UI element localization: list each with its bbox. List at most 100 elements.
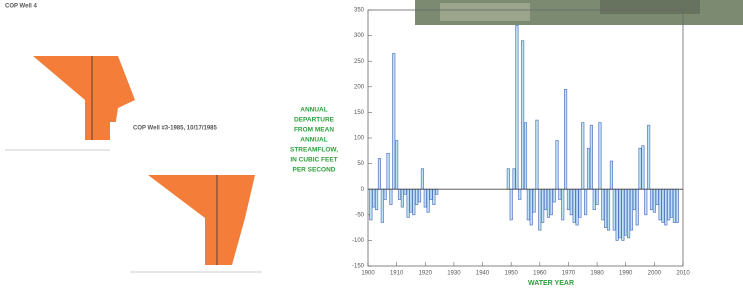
y-axis-label: PER SECOND xyxy=(293,167,336,174)
x-tick-label: 1940 xyxy=(476,271,490,277)
y-tick-label: 0 xyxy=(361,187,365,193)
bar xyxy=(539,189,541,230)
bar xyxy=(373,189,375,207)
diagram-title: COP Well 4 xyxy=(5,4,37,10)
y-axis-label: FROM MEAN xyxy=(294,127,334,134)
bar xyxy=(627,189,629,238)
bar xyxy=(507,169,509,189)
bar xyxy=(378,158,380,189)
bar xyxy=(619,189,621,238)
bar xyxy=(375,189,377,209)
bar xyxy=(593,189,595,209)
bar xyxy=(582,123,584,190)
bar xyxy=(393,54,395,190)
bar xyxy=(430,189,432,199)
bar xyxy=(544,189,546,209)
y-tick-label: 200 xyxy=(354,84,365,90)
y-tick-label: 250 xyxy=(354,59,365,65)
bar xyxy=(381,189,383,222)
y-axis-label: ANNUAL xyxy=(300,137,327,144)
bar xyxy=(622,189,624,240)
y-axis-label: IN CUBIC FEET xyxy=(290,157,337,164)
bar xyxy=(519,189,521,199)
x-tick-label: 1910 xyxy=(390,271,404,277)
bar xyxy=(576,189,578,225)
bar xyxy=(676,189,678,222)
x-tick-label: 2010 xyxy=(676,271,690,277)
bar xyxy=(424,189,426,207)
x-tick-label: 1920 xyxy=(419,271,433,277)
y-tick-label: 150 xyxy=(354,110,365,116)
bar xyxy=(384,189,386,199)
bar xyxy=(536,120,538,189)
bar xyxy=(645,189,647,215)
bar xyxy=(436,189,438,194)
bar xyxy=(413,189,415,215)
bar xyxy=(530,189,532,225)
bar xyxy=(510,189,512,220)
bar xyxy=(642,146,644,190)
bar xyxy=(521,41,523,189)
bar xyxy=(656,189,658,204)
bar xyxy=(596,189,598,204)
bar xyxy=(387,153,389,189)
bar xyxy=(415,189,417,204)
bar xyxy=(607,189,609,230)
bar xyxy=(541,189,543,222)
bar xyxy=(636,189,638,225)
x-tick-label: 1900 xyxy=(361,271,375,277)
bar xyxy=(602,189,604,220)
bar xyxy=(401,189,403,207)
x-tick-label: 1970 xyxy=(562,271,576,277)
bar xyxy=(587,148,589,189)
bar xyxy=(659,189,661,220)
bar xyxy=(427,189,429,212)
y-tick-label: 350 xyxy=(354,8,365,14)
bar xyxy=(559,189,561,199)
bar xyxy=(553,189,555,202)
bar xyxy=(564,89,566,189)
bar xyxy=(533,189,535,212)
bar xyxy=(395,141,397,190)
bar xyxy=(556,141,558,190)
bar xyxy=(604,189,606,227)
bar xyxy=(421,169,423,189)
bar xyxy=(516,25,518,189)
x-tick-label: 1960 xyxy=(533,271,547,277)
photo-detail xyxy=(440,3,530,21)
bar xyxy=(567,189,569,209)
bar xyxy=(650,189,652,209)
page: COP Well 4 COP Well #3-1985, 10/17/1985 … xyxy=(0,0,743,289)
x-tick-label: 1930 xyxy=(447,271,461,277)
bar xyxy=(662,189,664,222)
photo-detail xyxy=(600,0,700,14)
bar xyxy=(410,189,412,212)
bar xyxy=(370,189,372,220)
bar xyxy=(673,189,675,222)
bar xyxy=(670,189,672,217)
y-axis-label: DEPARTURE xyxy=(294,117,335,124)
bar xyxy=(610,161,612,189)
bar xyxy=(527,189,529,220)
bar xyxy=(616,189,618,240)
bar xyxy=(513,169,515,189)
bar xyxy=(398,189,400,199)
bar xyxy=(524,123,526,190)
bar xyxy=(433,189,435,204)
bar xyxy=(550,189,552,215)
diagram-title: COP Well #3-1985, 10/17/1985 xyxy=(133,126,217,132)
x-tick-label: 1980 xyxy=(590,271,604,277)
bar xyxy=(613,189,615,230)
x-tick-label: 1990 xyxy=(619,271,633,277)
x-axis-label: WATER YEAR xyxy=(528,280,574,287)
y-axis-label: ANNUAL xyxy=(300,107,327,114)
bar xyxy=(404,189,406,194)
y-tick-label: -150 xyxy=(352,264,365,270)
bar xyxy=(418,189,420,202)
bar xyxy=(665,189,667,225)
bar xyxy=(573,189,575,222)
bar xyxy=(390,189,392,204)
y-axis-label: STREAMFLOW, xyxy=(290,147,338,154)
y-tick-label: -100 xyxy=(352,238,365,244)
y-tick-label: 300 xyxy=(354,33,365,39)
